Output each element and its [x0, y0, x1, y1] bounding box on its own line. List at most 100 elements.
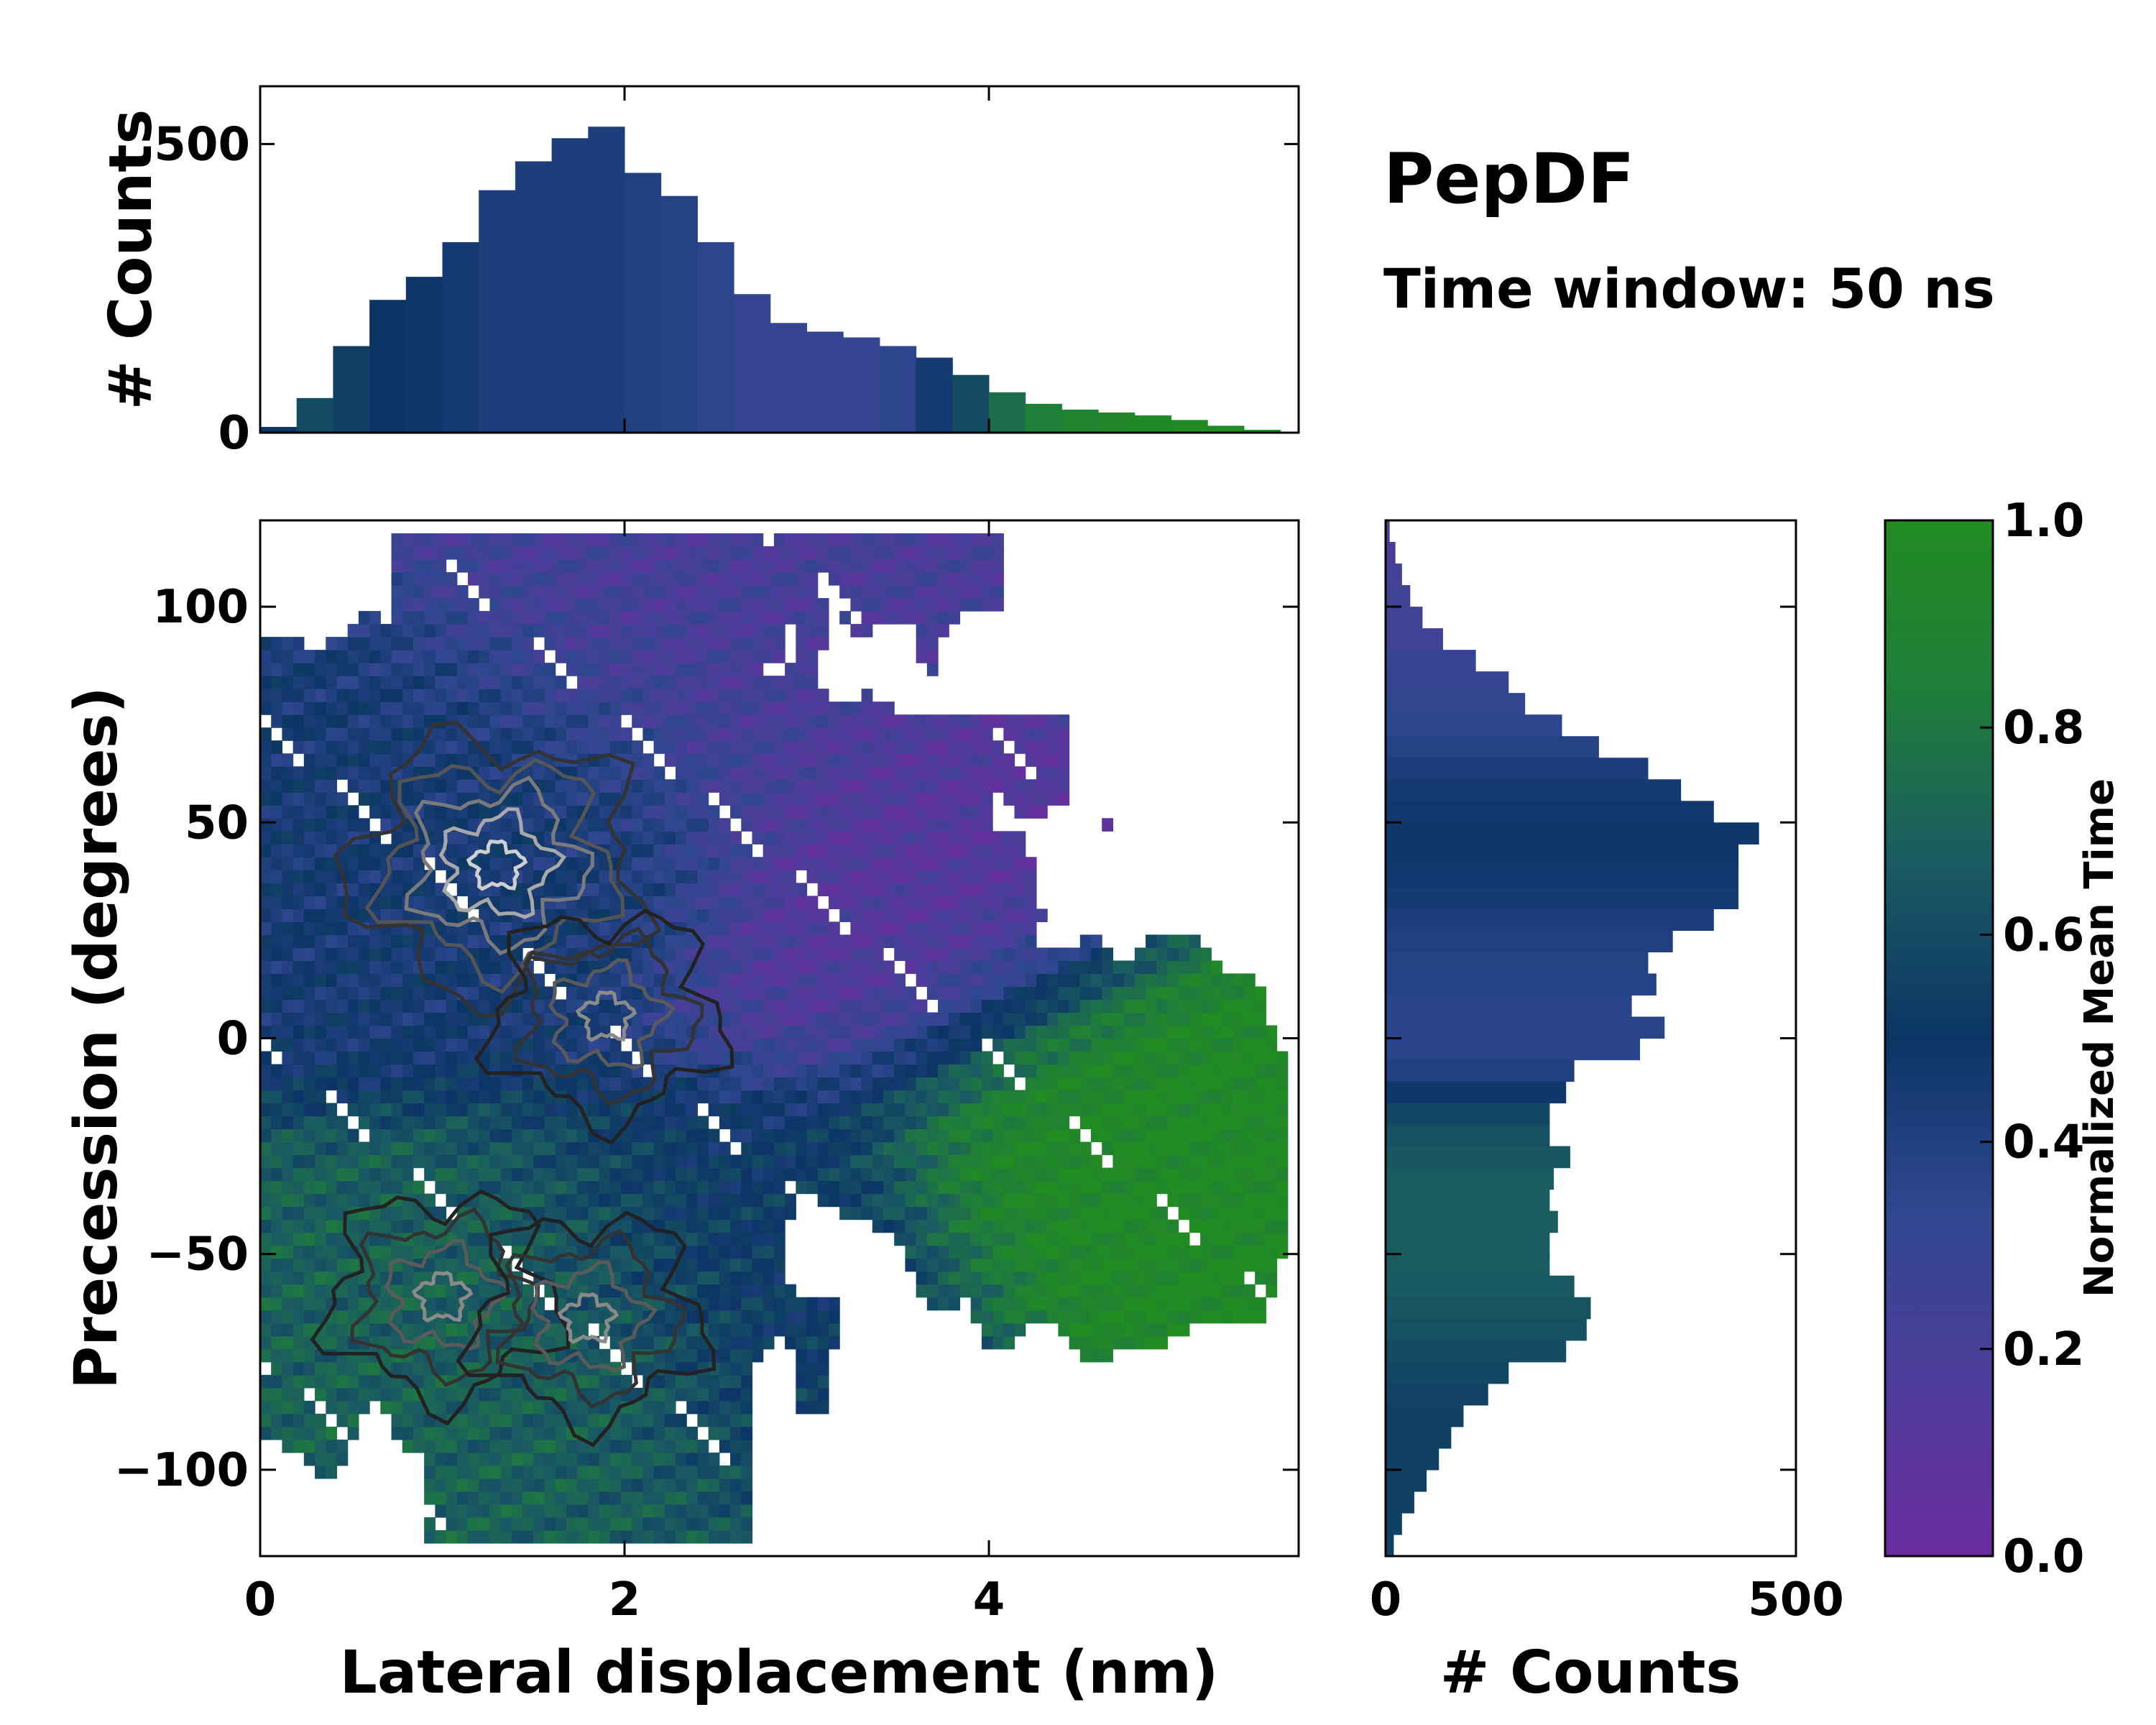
heatmap-cell [358, 1297, 370, 1311]
heatmap-cell [741, 1413, 753, 1427]
heatmap-cell [1036, 1193, 1048, 1208]
heatmap-cell [642, 1012, 655, 1026]
heatmap-cell [872, 1167, 884, 1182]
heatmap-cell [806, 1064, 819, 1078]
heatmap-cell [1047, 986, 1059, 1000]
heatmap-cell [402, 1077, 414, 1091]
heatmap-cell [806, 857, 819, 870]
heatmap-cell [435, 1400, 447, 1414]
heatmap-cell [468, 689, 479, 702]
heatmap-cell [468, 1116, 479, 1130]
heatmap-cell [981, 1167, 993, 1182]
heatmap-cell [850, 572, 862, 586]
heatmap-cell [303, 1038, 315, 1052]
heatmap-cell [315, 1206, 326, 1220]
heatmap-cell [894, 585, 906, 599]
heatmap-cell [632, 1116, 643, 1130]
heatmap-cell [260, 1413, 272, 1427]
heatmap-cell [303, 1193, 315, 1208]
heatmap-cell [861, 624, 873, 638]
heatmap-cell [686, 1245, 699, 1259]
heatmap-cell [303, 1258, 315, 1272]
heatmap-cell [500, 585, 512, 599]
heatmap-cell [916, 999, 928, 1013]
heatmap-cell [446, 1348, 458, 1363]
heatmap-cell [577, 1258, 589, 1272]
heatmap-cell [413, 611, 425, 625]
heatmap-cell [883, 1193, 895, 1208]
heatmap-cell [260, 896, 272, 909]
heatmap-cell [413, 1180, 425, 1195]
heatmap-cell [949, 546, 961, 560]
heatmap-cell [959, 818, 972, 832]
heatmap-cell [708, 1206, 720, 1220]
heatmap-cell [369, 1387, 381, 1402]
heatmap-cell [992, 766, 1004, 780]
heatmap-cell [369, 1103, 381, 1117]
heatmap-cell [260, 947, 272, 962]
heatmap-cell [577, 792, 589, 806]
heatmap-cell [664, 831, 676, 845]
heatmap-cell [500, 1530, 512, 1544]
heatmap-cell [533, 1180, 545, 1195]
heatmap-cell [511, 1025, 523, 1039]
heatmap-cell [970, 1297, 982, 1311]
heatmap-cell [1123, 1038, 1135, 1052]
top-bar [1025, 403, 1062, 433]
heatmap-cell [1091, 1348, 1102, 1363]
heatmap-cell [741, 1258, 753, 1272]
heatmap-cell [1079, 1154, 1092, 1169]
heatmap-cell [719, 1439, 731, 1453]
heatmap-cell [292, 1141, 305, 1156]
heatmap-cell [992, 921, 1004, 935]
heatmap-cell [664, 1038, 676, 1052]
heatmap-cell [511, 1012, 523, 1026]
heatmap-cell [479, 702, 491, 715]
heatmap-cell [303, 753, 315, 767]
heatmap-cell [413, 624, 425, 638]
heatmap-cell [959, 870, 972, 883]
heatmap-cell [938, 1025, 949, 1039]
heatmap-cell [981, 1064, 993, 1078]
heatmap-cell [315, 1103, 326, 1117]
heatmap-cell [773, 1025, 786, 1039]
heatmap-cell [719, 1361, 731, 1376]
heatmap-cell [500, 546, 512, 560]
heatmap-cell [697, 1077, 709, 1091]
heatmap-cell [511, 559, 523, 573]
heatmap-cell [872, 947, 884, 962]
heatmap-cell [609, 1064, 622, 1078]
heatmap-cell [282, 1180, 294, 1195]
heatmap-cell [938, 1038, 949, 1052]
heatmap-cell [260, 1374, 272, 1389]
heatmap-cell [752, 857, 764, 870]
heatmap-cell [303, 947, 315, 962]
heatmap-cell [292, 637, 305, 650]
heatmap-cell [653, 1193, 665, 1208]
heatmap-cell [555, 870, 567, 883]
heatmap-cell [599, 1167, 611, 1182]
heatmap-cell [511, 1103, 523, 1117]
heatmap-cell [796, 896, 808, 909]
heatmap-cell [435, 624, 447, 638]
heatmap-cell [1047, 1116, 1059, 1130]
heatmap-cell [730, 1025, 742, 1039]
heatmap-cell [653, 572, 665, 586]
heatmap-cell [456, 1426, 469, 1440]
heatmap-cell [916, 960, 928, 975]
heatmap-cell [555, 546, 567, 560]
heatmap-cell [981, 792, 993, 806]
heatmap-cell [315, 1271, 326, 1285]
heatmap-cell [446, 1465, 458, 1479]
heatmap-cell [883, 1167, 895, 1182]
heatmap-cell [785, 740, 796, 754]
heatmap-cell [752, 1025, 764, 1039]
heatmap-cell [566, 533, 578, 547]
heatmap-cell [959, 960, 972, 975]
heatmap-cell [555, 1452, 567, 1466]
heatmap-cell [894, 714, 906, 728]
heatmap-cell [916, 598, 928, 612]
heatmap-cell [566, 805, 578, 819]
heatmap-cell [1079, 934, 1092, 949]
heatmap-cell [292, 921, 305, 935]
